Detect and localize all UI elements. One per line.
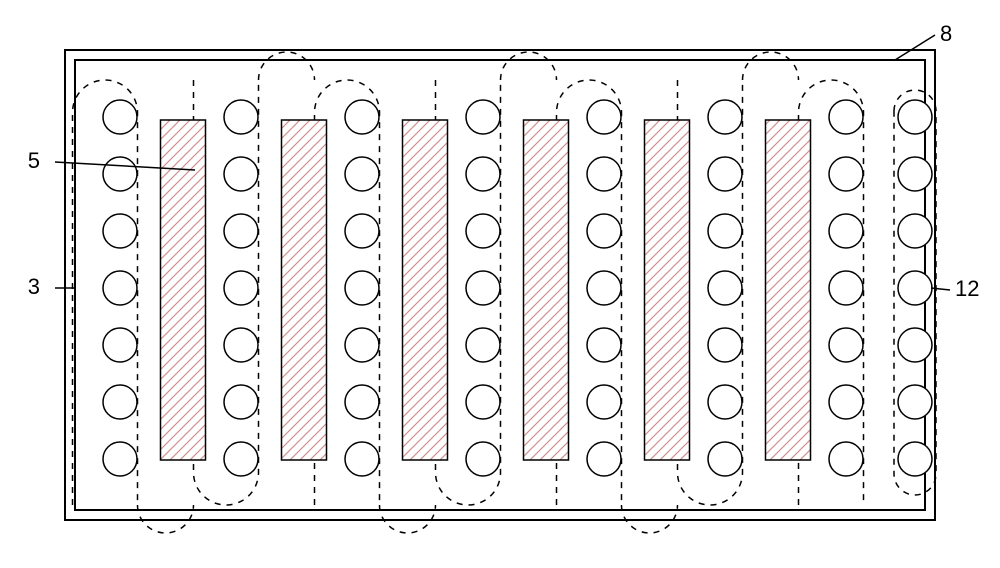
hole-circle bbox=[708, 100, 742, 134]
hole-circle bbox=[829, 214, 863, 248]
hatched-bar bbox=[645, 120, 690, 460]
hole-circle bbox=[829, 442, 863, 476]
hole-circle bbox=[587, 214, 621, 248]
hole-circle bbox=[345, 100, 379, 134]
hatched-bar bbox=[524, 120, 569, 460]
hole-circle bbox=[466, 442, 500, 476]
hole-circle bbox=[345, 385, 379, 419]
hole-circle bbox=[587, 385, 621, 419]
hole-circle bbox=[708, 157, 742, 191]
hole-circle bbox=[829, 385, 863, 419]
label-3: 3 bbox=[28, 274, 40, 299]
hole-circle bbox=[224, 328, 258, 362]
hole-circle bbox=[898, 100, 932, 134]
hole-circle bbox=[224, 442, 258, 476]
hole-circle bbox=[829, 100, 863, 134]
label-12: 12 bbox=[955, 276, 979, 301]
hole-circle bbox=[587, 157, 621, 191]
hole-circle bbox=[898, 214, 932, 248]
hole-circle bbox=[345, 157, 379, 191]
hole-circle bbox=[587, 442, 621, 476]
hole-circle bbox=[829, 157, 863, 191]
channel-join-top bbox=[259, 52, 315, 80]
hole-circle bbox=[466, 157, 500, 191]
hole-circle bbox=[345, 271, 379, 305]
hole-circle bbox=[224, 385, 258, 419]
hole-circle bbox=[103, 385, 137, 419]
hole-circle bbox=[898, 442, 932, 476]
hole-circle bbox=[898, 157, 932, 191]
hole-circle bbox=[466, 214, 500, 248]
label-5: 5 bbox=[28, 148, 40, 173]
hole-circle bbox=[898, 271, 932, 305]
hole-circle bbox=[708, 442, 742, 476]
hole-circle bbox=[103, 328, 137, 362]
hole-circle bbox=[466, 328, 500, 362]
hole-circle bbox=[224, 214, 258, 248]
hole-circle bbox=[829, 271, 863, 305]
leader-line-12 bbox=[931, 288, 950, 290]
hole-circle bbox=[466, 100, 500, 134]
leader-line-8 bbox=[895, 35, 935, 60]
hole-circle bbox=[708, 385, 742, 419]
hole-circle bbox=[345, 442, 379, 476]
hole-circle bbox=[345, 214, 379, 248]
hole-circle bbox=[103, 100, 137, 134]
hole-circle bbox=[466, 385, 500, 419]
hole-circle bbox=[898, 385, 932, 419]
hole-circle bbox=[224, 157, 258, 191]
hole-circle bbox=[708, 214, 742, 248]
hole-circle bbox=[587, 328, 621, 362]
hole-circle bbox=[898, 328, 932, 362]
hole-circle bbox=[829, 328, 863, 362]
label-8: 8 bbox=[940, 21, 952, 46]
channel-join-top bbox=[743, 52, 799, 80]
hole-circle bbox=[224, 100, 258, 134]
hatched-bar bbox=[161, 120, 206, 460]
hole-circle bbox=[587, 271, 621, 305]
hole-circle bbox=[103, 214, 137, 248]
hole-circle bbox=[103, 157, 137, 191]
hole-circle bbox=[345, 328, 379, 362]
hole-circle bbox=[708, 271, 742, 305]
hole-circle bbox=[466, 271, 500, 305]
hole-circle bbox=[587, 100, 621, 134]
hole-circle bbox=[103, 442, 137, 476]
hole-circle bbox=[224, 271, 258, 305]
hole-circle bbox=[708, 328, 742, 362]
hatched-bar bbox=[282, 120, 327, 460]
hole-circle bbox=[103, 271, 137, 305]
hatched-bar bbox=[403, 120, 448, 460]
hatched-bar bbox=[766, 120, 811, 460]
channel-join-top bbox=[501, 52, 557, 80]
